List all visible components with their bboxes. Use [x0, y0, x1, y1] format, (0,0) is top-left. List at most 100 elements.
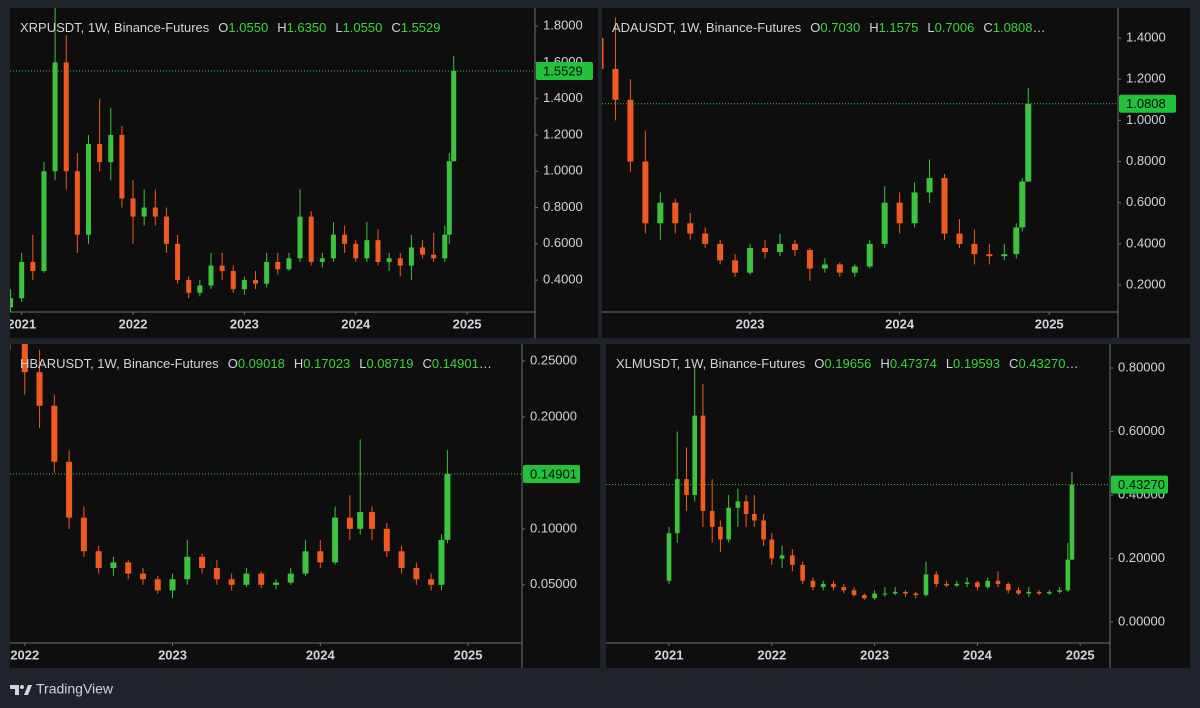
candle-body [152, 207, 158, 217]
ohlc-value: 0.19593 [953, 356, 1001, 371]
x-tick-label: 2023 [736, 316, 765, 331]
candle-body [213, 568, 220, 580]
candle-body [241, 280, 247, 290]
price-label: 0.14901 [530, 466, 577, 481]
ohlc-key: L [945, 356, 954, 371]
candle-body [1005, 583, 1011, 591]
price-label-box [536, 61, 593, 80]
candle-body [954, 583, 960, 586]
candle-body [184, 556, 191, 580]
candle-body [1001, 254, 1008, 257]
y-tick-label: 0.6000 [543, 235, 583, 250]
candle-body [163, 216, 169, 244]
chart-header: XRPUSDT, 1W, Binance-Futures O1.0550 H1.63… [20, 20, 441, 35]
candle-body [243, 573, 250, 585]
y-tick-label: 0.10000 [530, 520, 577, 535]
candle-body [431, 254, 437, 259]
ohlc-key: O [218, 20, 229, 35]
candle-body [975, 582, 980, 588]
chart-header: XLMUSDT, 1W, Binance-Futures O0.19656 H0.4… [616, 356, 1078, 371]
ohlc-value: 0.19656 [824, 356, 872, 371]
candle-body [851, 590, 857, 596]
candle-body [776, 243, 783, 253]
y-tick-label: 0.20000 [1118, 550, 1165, 565]
candle-body [342, 234, 348, 244]
x-tick-label: 2023 [230, 316, 259, 331]
candle-body [357, 512, 364, 529]
candle-body [398, 551, 405, 569]
x-tick-label: 2023 [860, 647, 889, 662]
candle-body [903, 591, 908, 594]
candle-body [1036, 591, 1042, 594]
y-tick-label: 0.00000 [1118, 613, 1165, 628]
y-tick-label: 0.2000 [1126, 276, 1166, 291]
candle-body [308, 216, 314, 262]
x-tick-label: 2025 [454, 647, 483, 662]
candle-body [779, 555, 785, 559]
candle-body [1016, 590, 1021, 594]
ohlc-key: C [391, 20, 401, 35]
candle-body [800, 564, 805, 581]
y-tick-label: 0.6000 [1126, 194, 1166, 209]
symbol-title: XRPUSDT, 1W, Binance-Futures [20, 20, 210, 35]
x-tick-label: 2025 [1035, 316, 1064, 331]
candle-body [752, 514, 757, 521]
ohlc-value: 1.0550 [342, 20, 383, 35]
candle-body [1026, 591, 1032, 594]
time-axis: 2021 2022 2023 2024 2025 [10, 312, 482, 331]
candle-body [386, 258, 392, 262]
candle-body [944, 583, 949, 586]
candle-body [253, 280, 259, 284]
candle-body [444, 474, 451, 540]
candle-body [451, 70, 457, 162]
candle-body [413, 568, 420, 580]
candle-body [275, 261, 281, 270]
candle-body [97, 144, 103, 163]
candle-body [717, 243, 724, 261]
candle-body [1047, 591, 1052, 594]
candle-body [125, 562, 132, 574]
candle-body [52, 62, 58, 172]
ohlc-value: 0.47374 [889, 356, 937, 371]
candle-body [602, 38, 604, 69]
x-tick-label: 2024 [306, 647, 336, 662]
candle-body [892, 591, 898, 594]
candle-body [700, 415, 706, 511]
panel-background [10, 8, 598, 338]
candle-body [692, 415, 698, 496]
y-tick-label: 1.0000 [543, 163, 583, 178]
candle-body [862, 595, 867, 599]
ohlc-key: O [814, 356, 825, 371]
candle-body [95, 551, 102, 569]
candle-body [836, 264, 843, 273]
panel-background [606, 344, 1190, 668]
candle-body [718, 526, 723, 540]
candle-body [208, 265, 214, 286]
y-tick-label: 1.4000 [543, 90, 583, 105]
ohlc-value: 0.7006 [934, 20, 975, 35]
y-tick-label: 0.25000 [530, 352, 577, 367]
x-tick-label: 2024 [341, 316, 371, 331]
candle-body [687, 223, 694, 234]
candle-body [85, 144, 92, 235]
candle-body [709, 510, 715, 527]
price-label-box [1111, 475, 1168, 494]
candle-body [872, 593, 877, 599]
candle-body [353, 243, 359, 259]
candle-body [383, 528, 390, 552]
price-label-box [1119, 94, 1176, 113]
candle-body [110, 562, 117, 569]
candle-body [971, 243, 978, 255]
candle-body [197, 285, 203, 293]
panel-background [602, 8, 1190, 338]
candle-body [108, 134, 114, 163]
chart-panel: 0.050000.100000.150000.200000.2500020222… [10, 344, 600, 668]
ohlc-value: 0.08719 [366, 356, 414, 371]
y-tick-label: 1.2000 [543, 126, 583, 141]
candle-body [175, 243, 181, 281]
candle-body [964, 582, 970, 584]
candle-body [186, 280, 192, 293]
x-tick-label: 2025 [453, 316, 482, 331]
candle-body [941, 178, 948, 234]
